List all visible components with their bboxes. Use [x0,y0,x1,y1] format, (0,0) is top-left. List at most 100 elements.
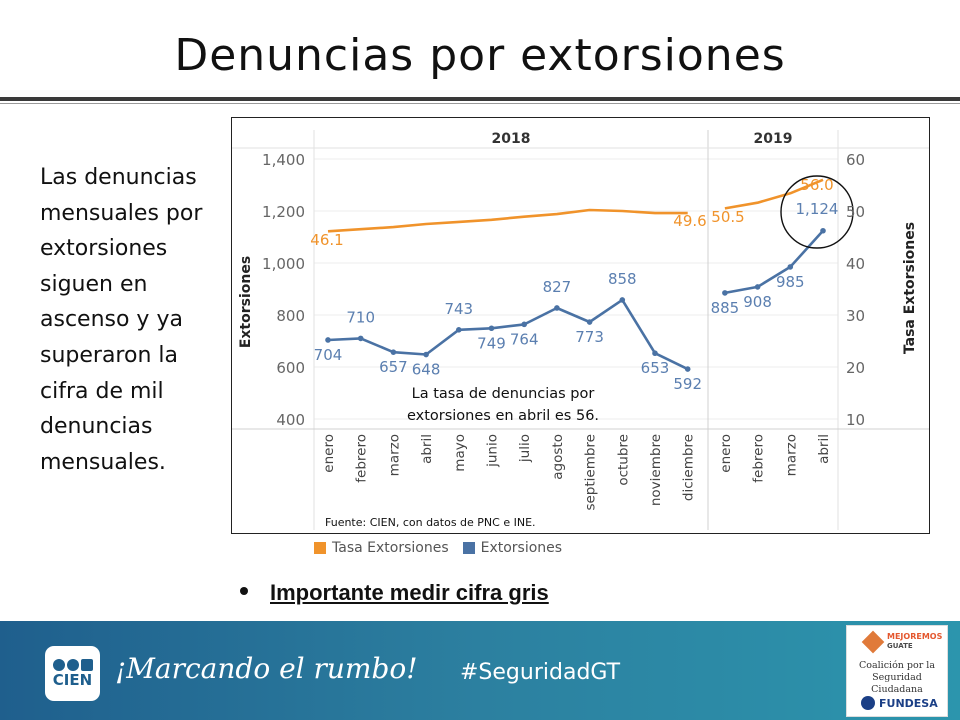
extorsiones-data-label: 704 [314,346,343,364]
slide-title: Denuncias por extorsiones [174,30,786,81]
right-tick-label: 10 [846,411,865,429]
right-tick-label: 50 [846,203,865,221]
left-tick-label: 600 [276,359,305,377]
partner-top1: MEJOREMOS [887,632,943,641]
extorsiones-series-point [619,297,626,303]
left-axis-title: Extorsiones [238,256,254,348]
left-tick-label: 800 [276,307,305,325]
legend-item-extorsiones: Extorsiones [462,540,563,556]
left-tick-label: 1,200 [262,203,305,221]
partner-top2: GUATE [887,642,913,650]
x-tick-label: abril [816,434,832,464]
tasa-data-label: 46.1 [310,231,343,249]
coalicion-text: Coalición por la Seguridad Ciudadana [847,660,947,696]
right-tick-label: 60 [846,151,865,169]
extorsiones-series-point [521,321,527,328]
chart-frame: 46.1 49.6 50.5 56.0 704 710 657 648 743 749 764 827… [231,117,930,534]
extorsiones-data-label: 885 [711,299,740,317]
fundesa-icon [861,696,875,710]
x-tick-label: septiembre [583,434,599,511]
extorsiones-series-point [586,319,593,325]
extorsiones-data-label: 985 [776,273,805,291]
extorsiones-data-label: 1,124 [796,200,839,218]
extorsiones-data-label: 749 [477,334,506,352]
annotation-line1: La tasa de denuncias por [412,386,595,402]
extorsiones-data-label: 858 [608,270,637,288]
mejoremos-guate-logo: MEJOREMOS GUATE [861,630,942,654]
extorsiones-series-point [423,351,429,358]
x-tick-label: julio [517,434,533,463]
title-divider [0,97,960,101]
extorsiones-data-label: 773 [575,328,604,346]
year-label-2018: 2018 [492,131,531,147]
source-note: Fuente: CIEN, con datos de PNC e INE. [325,516,536,529]
x-tick-label: enero [718,434,734,473]
extorsiones-series-point [357,335,364,342]
extorsiones-data-label: 710 [346,308,375,326]
extorsiones-series-line-2019 [724,229,824,295]
extorsiones-series-point [652,350,658,357]
annotation-line2: extorsiones en abril es 56. [407,408,599,424]
partner-logo-box: MEJOREMOS GUATE Coalición por la Segurid… [846,625,948,717]
title-divider-thin [0,103,960,104]
tasa-data-label: 56.0 [800,176,833,194]
legend-item-tasa: Tasa Extorsiones [314,540,449,556]
mejoremos-guate-icon [861,630,885,654]
x-tick-label: diciembre [681,434,697,501]
extorsiones-series-point [390,349,397,355]
x-tick-label: mayo [452,434,468,472]
legend-swatch-orange [314,542,326,554]
extorsiones-series-point [754,284,761,290]
year-label-2019: 2019 [754,131,793,147]
bullet-icon [240,587,248,596]
coalicion-line2: Seguridad Ciudadana [871,672,923,695]
x-tick-label: marzo [386,434,402,476]
highlight-circle [780,175,854,249]
x-tick-label: junio [485,434,501,468]
footer-slogan: ¡Marcando el rumbo! [115,652,418,685]
extorsiones-data-label: 827 [543,278,572,296]
right-tick-label: 40 [846,255,865,273]
extorsiones-data-label: 592 [673,375,702,393]
extorsiones-series-line-2018 [327,298,689,371]
right-tick-label: 30 [846,307,865,325]
extorsiones-series-point [820,227,826,234]
coalicion-line1: Coalición por la [858,660,935,671]
legend-label-tasa: Tasa Extorsiones [332,540,449,556]
left-tick-label: 1,000 [262,255,305,273]
tasa-series-line-2019 [724,178,824,210]
x-tick-label: agosto [550,434,566,480]
extorsiones-data-label: 653 [641,359,670,377]
extorsiones-data-label: 657 [379,358,408,376]
cien-logo-dots-icon [52,659,93,671]
right-axis-title: Tasa Extorsiones [902,222,918,354]
extorsiones-series-point [325,337,331,343]
x-tick-label: marzo [783,434,799,476]
extorsiones-series-point [456,327,462,333]
x-tick-label: febrero [751,434,767,483]
left-tick-label: 400 [276,411,305,429]
x-tick-label: noviembre [648,434,664,506]
extorsiones-series-point [787,264,794,270]
extorsiones-series-point [488,325,495,332]
extorsiones-data-label: 908 [743,293,772,311]
summary-text: Las denuncias mensuales por extorsiones … [40,165,203,475]
legend-swatch-blue [462,542,475,554]
tasa-data-label: 49.6 [673,212,706,230]
extorsiones-data-label: 648 [412,361,441,379]
extorsiones-series-point [722,290,728,296]
tasa-data-label: 50.5 [711,208,744,226]
bullet-point: Importante medir cifra gris [240,580,549,606]
extorsiones-series-point [554,305,560,311]
footer-bar [0,621,960,720]
x-tick-label: enero [321,434,337,473]
x-tick-label: abril [419,434,435,464]
footer-hashtag: #SeguridadGT [460,660,621,685]
right-tick-label: 20 [846,359,865,377]
legend-label-extorsiones: Extorsiones [480,540,563,556]
tasa-series-line-2018 [327,208,688,233]
cien-logo: CIEN [45,646,100,701]
x-tick-label: febrero [354,434,370,483]
x-tick-label: octubre [615,434,631,486]
